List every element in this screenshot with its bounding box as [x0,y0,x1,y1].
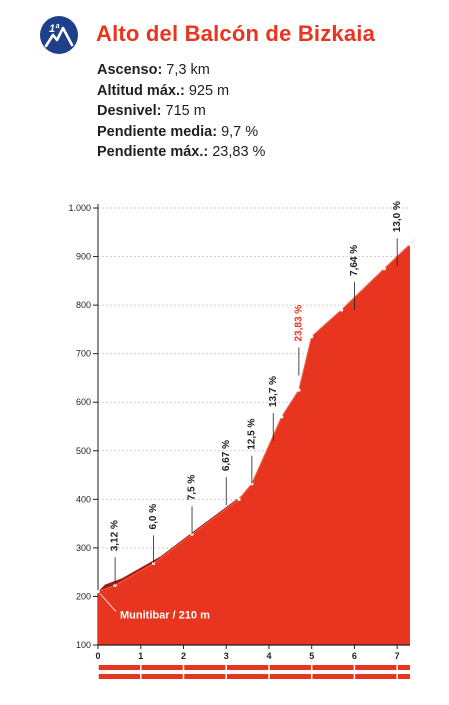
slope-label: 3,12 % [110,520,121,551]
elevation-profile-chart: 100 200 300 400 500 600 700 800 900 1.000 3,12 % 6,… [0,190,449,700]
start-leader [99,593,117,612]
stat-label: Pendiente media: [97,123,218,140]
stat-value: 23,83 % [208,144,266,160]
x-tick-label: 4 [266,651,271,661]
slope-label: 13,7 % [268,376,279,407]
page-title: Alto del Balcón de Bizkaia [96,21,376,46]
stat-row: Desnivel: 715 m [97,101,265,122]
profile-point [237,497,241,501]
slope-label: 12,5 % [247,419,258,450]
y-tick-label: 1.000 [68,203,91,213]
profile-point [280,415,284,419]
category-badge: 1ª [39,15,79,55]
x-tick-label: 0 [95,651,100,661]
stat-value: 715 m [161,103,206,119]
category-badge-text: 1ª [49,23,60,35]
stat-row: Pendiente media: 9,7 % [97,122,265,143]
climb-stats: Ascenso: 7,3 km Altitud máx.: 925 m Desniv… [97,60,265,163]
start-label: Munitibar / 210 m [120,610,210,622]
stat-label: Pendiente máx.: [97,144,209,160]
stat-label: Desnivel: [97,103,162,119]
slope-label: 7,64 % [349,245,360,276]
km-band-bottom [98,674,410,679]
x-tick-label: 1 [138,651,143,661]
y-tick-label: 100 [76,640,91,650]
profile-area [98,244,410,645]
km-band-top [98,665,410,670]
stat-value: 9,7 % [217,123,259,140]
stat-label: Ascenso: [97,62,163,78]
header: 1ª Alto del Balcón de Bizkaia Ascenso: 7… [0,0,449,180]
profile-point [297,388,301,392]
slope-label: 23,83 % [294,305,305,342]
x-tick-label: 2 [181,651,186,661]
profile-point [310,335,314,339]
stat-row: Ascenso: 7,3 km [97,60,265,81]
mountain-icon: 1ª [40,16,78,54]
x-tick-label: 3 [224,651,229,661]
y-tick-label: 500 [76,446,91,456]
profile-line [97,243,411,593]
stat-label: Altitud máx.: [97,82,185,99]
slope-label: 7,5 % [187,475,198,501]
y-tick-label: 700 [76,349,91,359]
slope-label: 6,0 % [148,504,159,530]
y-tick-label: 800 [76,300,91,310]
elevation-profile-svg: 100 200 300 400 500 600 700 800 900 1.000 3,12 % 6,… [68,201,417,681]
y-tick-label: 600 [76,397,91,407]
x-tick-label: 6 [352,651,357,661]
stat-value: 7,3 km [162,62,210,78]
stat-value: 925 m [184,82,230,99]
profile-point [96,589,100,594]
profile-point [340,308,344,312]
y-tick-label: 400 [76,494,91,504]
x-tick-label: 5 [309,651,314,661]
y-tick-label: 200 [76,591,91,601]
stat-row: Altitud máx.: 925 m [97,81,265,102]
slope-label: 6,67 % [221,440,232,471]
y-tick-label: 900 [76,252,91,262]
profile-point [408,242,412,247]
slope-label: 13,0 % [392,201,403,232]
stat-row: Pendiente máx.: 23,83 % [97,142,265,163]
y-tick-label: 300 [76,543,91,553]
x-tick-label: 7 [395,651,400,661]
profile-point [382,267,386,271]
